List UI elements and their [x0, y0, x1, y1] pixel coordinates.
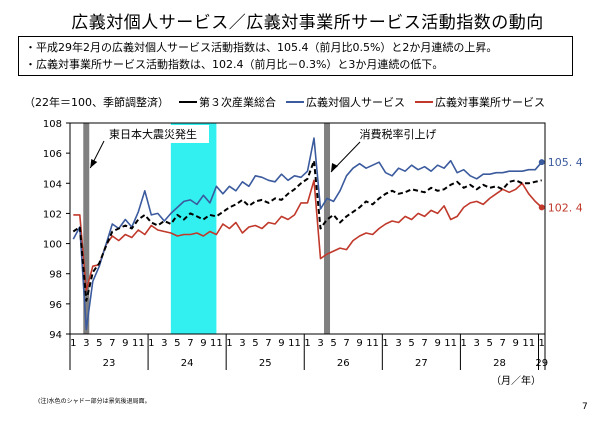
x-month-label: 1 — [382, 338, 388, 349]
x-month-label: 11 — [288, 338, 301, 349]
x-year-label: 28 — [493, 358, 506, 369]
series-line-total — [72, 159, 542, 302]
legend-business: 広義対事業所サービス — [415, 94, 545, 110]
y-tick-label: 104 — [43, 179, 62, 190]
summary-line-1: ・平成29年2月の広義対個人サービス活動指数は、105.4（前月比0.5%）と2… — [25, 41, 498, 54]
x-month-label: 9 — [513, 338, 519, 349]
end-label-business: 102. 4 — [548, 201, 583, 214]
event-marker-earthquake — [83, 123, 90, 334]
x-month-label: 9 — [356, 338, 362, 349]
legend-business-label: 広義対事業所サービス — [435, 96, 545, 109]
x-month-label: 3 — [239, 338, 245, 349]
series-line-business — [73, 179, 543, 292]
y-tick-label: 102 — [43, 209, 62, 220]
x-month-label: 5 — [487, 338, 493, 349]
y-tick-label: 108 — [43, 119, 62, 130]
x-year-label: 29 — [535, 358, 548, 369]
x-month-label: 1 — [148, 338, 154, 349]
legend-business-swatch — [415, 101, 433, 103]
series-line-personal — [72, 137, 543, 331]
page-title: 広義対個人サービス／広義対事業所サービス活動指数の動向 — [71, 13, 544, 33]
plot-frame — [69, 122, 546, 335]
x-month-label: 7 — [343, 338, 349, 349]
x-year-label: 23 — [103, 358, 116, 369]
x-month-label: 5 — [408, 338, 414, 349]
x-month-label: 7 — [265, 338, 271, 349]
x-month-label: 3 — [317, 338, 323, 349]
y-tick-label: 94 — [49, 330, 62, 341]
legend-personal-swatch — [286, 101, 304, 103]
x-year-label: 26 — [337, 358, 350, 369]
x-month-label: 9 — [434, 338, 440, 349]
x-month-label: 9 — [200, 338, 206, 349]
x-month-label: 1 — [539, 338, 545, 349]
x-month-label: 11 — [366, 338, 379, 349]
y-tick-label: 98 — [49, 270, 62, 281]
x-month-label: 5 — [330, 338, 336, 349]
x-month-label: 1 — [304, 338, 310, 349]
x-month-label: 11 — [210, 338, 223, 349]
annotation-tax-bg — [352, 125, 444, 143]
summary-box: ・平成29年2月の広義対個人サービス活動指数は、105.4（前月比0.5%）と2… — [18, 36, 573, 76]
x-month-label: 3 — [473, 338, 479, 349]
x-month-label: 3 — [83, 338, 89, 349]
x-month-label: 1 — [460, 338, 466, 349]
summary-line-2: ・広義対事業所サービス活動指数は、102.4（前月比－0.3%）と3か月連続の低… — [25, 58, 444, 71]
y-tick-label: 106 — [43, 149, 62, 160]
x-month-label: 3 — [395, 338, 401, 349]
annotation-tax: 消費税率引上げ — [360, 127, 437, 141]
x-month-label: 5 — [96, 338, 102, 349]
x-month-label: 7 — [421, 338, 427, 349]
x-month-label: 5 — [252, 338, 258, 349]
x-month-label: 5 — [174, 338, 180, 349]
x-month-label: 11 — [132, 338, 145, 349]
x-month-label: 7 — [109, 338, 115, 349]
chart-header: （22年＝100、季節調整済） 第３次産業総合 広義対個人サービス 広義対事業所… — [24, 94, 545, 110]
annotation-earthquake-bg — [97, 125, 209, 143]
event-marker-tax — [324, 123, 331, 334]
y-tick-label: 96 — [49, 300, 62, 311]
unit-note: （22年＝100、季節調整済） — [24, 96, 169, 109]
x-month-label: 7 — [187, 338, 193, 349]
legend-personal: 広義対個人サービス — [286, 94, 405, 110]
legend-personal-label: 広義対個人サービス — [306, 96, 405, 109]
x-month-label: 11 — [444, 338, 457, 349]
end-label-personal: 105. 4 — [548, 156, 583, 169]
annotation-earthquake: 東日本大震災発生 — [109, 127, 197, 141]
y-tick-label: 100 — [43, 240, 62, 251]
x-year-label: 25 — [259, 358, 272, 369]
end-marker-personal — [538, 159, 545, 166]
footnote: (注)水色のシャドー部分は景気後退局面。 — [38, 398, 151, 405]
annotation-earthquake-arrowhead — [90, 159, 98, 168]
legend-total-label: 第３次産業総合 — [199, 96, 276, 109]
x-month-label: 1 — [226, 338, 232, 349]
x-month-label: 9 — [278, 338, 284, 349]
end-marker-business — [538, 204, 545, 211]
x-year-label: 24 — [181, 358, 194, 369]
x-month-label: 3 — [161, 338, 167, 349]
legend-total-swatch — [179, 101, 197, 103]
x-month-label: 7 — [500, 338, 506, 349]
x-month-label: 1 — [70, 338, 76, 349]
x-month-label: 9 — [122, 338, 128, 349]
annotation-tax-arrowhead — [331, 163, 339, 172]
x-year-label: 27 — [415, 358, 428, 369]
recession-shading — [170, 123, 217, 334]
x-month-label: 11 — [522, 338, 535, 349]
legend-total: 第３次産業総合 — [179, 94, 276, 110]
x-axis-unit: （月／年） — [491, 374, 541, 387]
page-number: 7 — [582, 402, 588, 412]
